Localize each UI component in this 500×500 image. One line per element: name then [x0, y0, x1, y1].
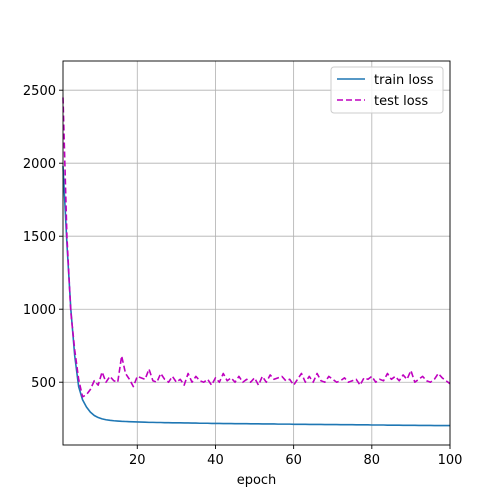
y-tick-label-2500: 2500	[23, 84, 56, 99]
tick-labels: 20 40 60 80 100 500 1000 1500 2000 2500	[23, 84, 463, 468]
y-tick-label-2000: 2000	[23, 157, 56, 172]
legend: train loss test loss	[330, 66, 444, 114]
x-tick-label-100: 100	[438, 453, 463, 468]
legend-label-test-loss: test loss	[374, 94, 428, 109]
tick-marks	[59, 89, 451, 449]
legend-label-train-loss: train loss	[374, 73, 434, 88]
y-tick-label-1000: 1000	[23, 303, 56, 318]
y-tick-label-1500: 1500	[23, 230, 56, 245]
series-line-test-loss	[62, 97, 451, 398]
y-tick-label-500: 500	[31, 376, 56, 391]
plot-frame	[62, 60, 451, 446]
series-line-train-loss	[62, 166, 450, 427]
x-tick-label-80: 80	[364, 453, 381, 468]
axes-frame	[62, 60, 451, 446]
x-tick-label-40: 40	[207, 453, 224, 468]
series-layer	[62, 97, 451, 427]
x-tick-label-60: 60	[285, 453, 302, 468]
x-axis-label: epoch	[237, 473, 277, 488]
x-tick-label-20: 20	[129, 453, 146, 468]
